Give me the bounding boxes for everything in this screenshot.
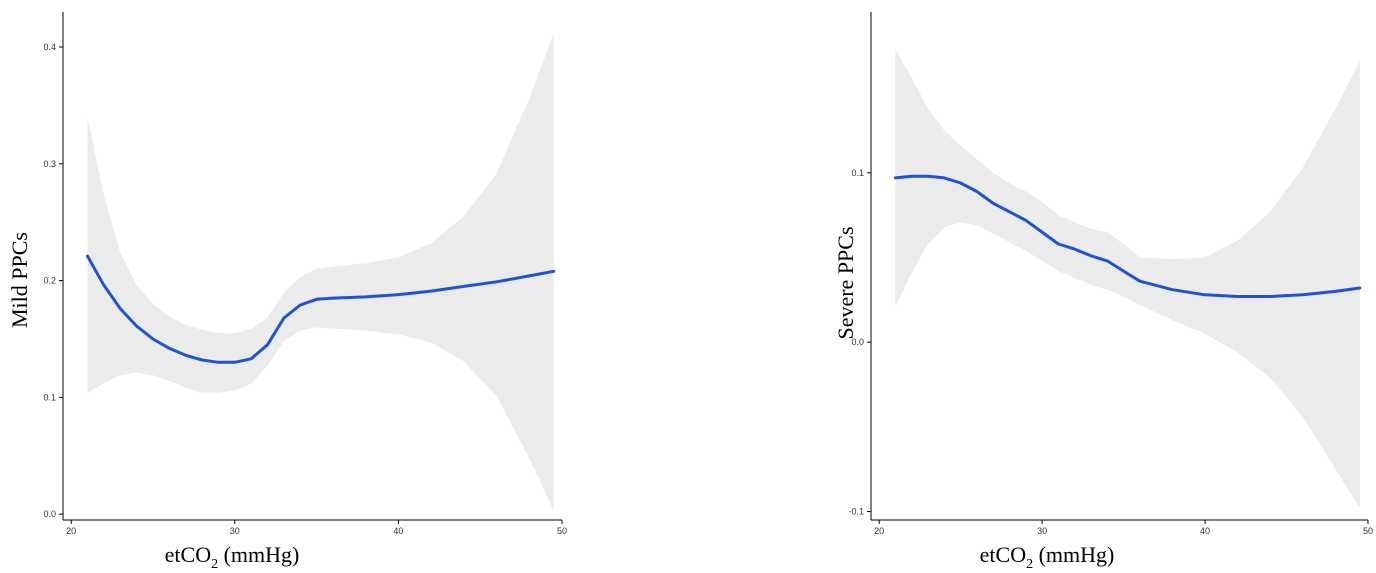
y-tick-label: 0.1 bbox=[43, 392, 56, 402]
y-tick-label: 0.4 bbox=[43, 42, 56, 52]
x-tick-label: 50 bbox=[1363, 526, 1373, 536]
y-tick-label: 0.0 bbox=[43, 509, 56, 519]
confidence-band bbox=[895, 49, 1360, 509]
fit-line bbox=[893, 174, 1362, 298]
severe-ppcs-chart: 20 30 40 50 -0.1 0.0 0.1 etCO2 (mmHg) Severe PPC… bbox=[833, 12, 1373, 572]
y-tick-label: 0.0 bbox=[851, 337, 864, 347]
mild-ppcs-chart: 20 30 40 50 0.0 0.1 0.2 0.3 0.4 etCO2 (mmHg) Mild … bbox=[7, 12, 567, 572]
y-tick-label: 0.3 bbox=[43, 159, 56, 169]
y-axis-title: Severe PPCs bbox=[833, 226, 858, 339]
fit-line bbox=[86, 254, 556, 364]
x-tick-label: 30 bbox=[1037, 526, 1047, 536]
confidence-band bbox=[87, 33, 554, 511]
x-tick-label: 30 bbox=[230, 526, 240, 536]
y-tick-label: 0.2 bbox=[43, 276, 56, 286]
x-tick-label: 40 bbox=[1200, 526, 1210, 536]
x-tick-label: 50 bbox=[557, 526, 567, 536]
x-tick-label: 20 bbox=[874, 526, 884, 536]
y-tick-label: 0.1 bbox=[851, 168, 864, 178]
x-axis-title: etCO2 (mmHg) bbox=[165, 542, 300, 572]
x-tick-label: 40 bbox=[393, 526, 403, 536]
y-axis-title: Mild PPCs bbox=[7, 232, 32, 328]
x-tick-label: 20 bbox=[66, 526, 76, 536]
x-axis-title: etCO2 (mmHg) bbox=[980, 542, 1115, 572]
y-tick-label: -0.1 bbox=[848, 507, 864, 517]
